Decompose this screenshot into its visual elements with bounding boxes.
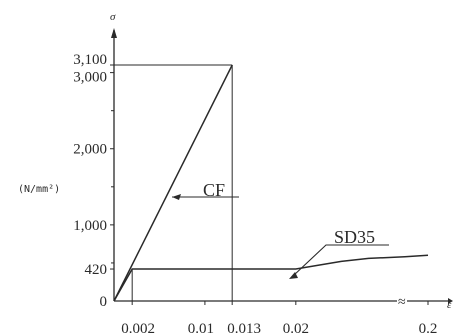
y-tick-label-4: 3,000 [73, 70, 107, 86]
y-tick-label-5: 3,100 [73, 52, 107, 68]
x-axis-label: ε [447, 299, 452, 311]
y-tick-label-3: 2,000 [73, 142, 107, 158]
sd35-leader-arrow [289, 272, 298, 279]
x-tick-label-0: 0.002 [121, 321, 155, 336]
y-tick-label-1: 420 [85, 262, 108, 278]
axis-break-mark: ≈ [398, 295, 406, 310]
x-tick-label-3: 0.02 [283, 321, 309, 336]
y-axis-label: σ [110, 11, 116, 23]
y-tick-label-2: 1,000 [73, 218, 107, 234]
x-tick-label-4: 0.2 [419, 321, 438, 336]
y-axis-arrow [111, 28, 117, 38]
x-tick-label-2: 0.013 [227, 321, 261, 336]
series-line-sd35 [113, 254, 429, 302]
series-line-cf [113, 64, 233, 302]
sd35-leader-line [292, 244, 389, 277]
series-label-cf: CF [203, 180, 225, 200]
cf-leader-arrow [172, 194, 181, 200]
x-tick-label-1: 0.01 [188, 321, 214, 336]
series-label-sd35: SD35 [334, 227, 375, 247]
y-tick-label-0: 0 [100, 294, 108, 310]
x-axis-arrow [448, 298, 453, 304]
unit-label: (N/mm²) [18, 184, 60, 195]
